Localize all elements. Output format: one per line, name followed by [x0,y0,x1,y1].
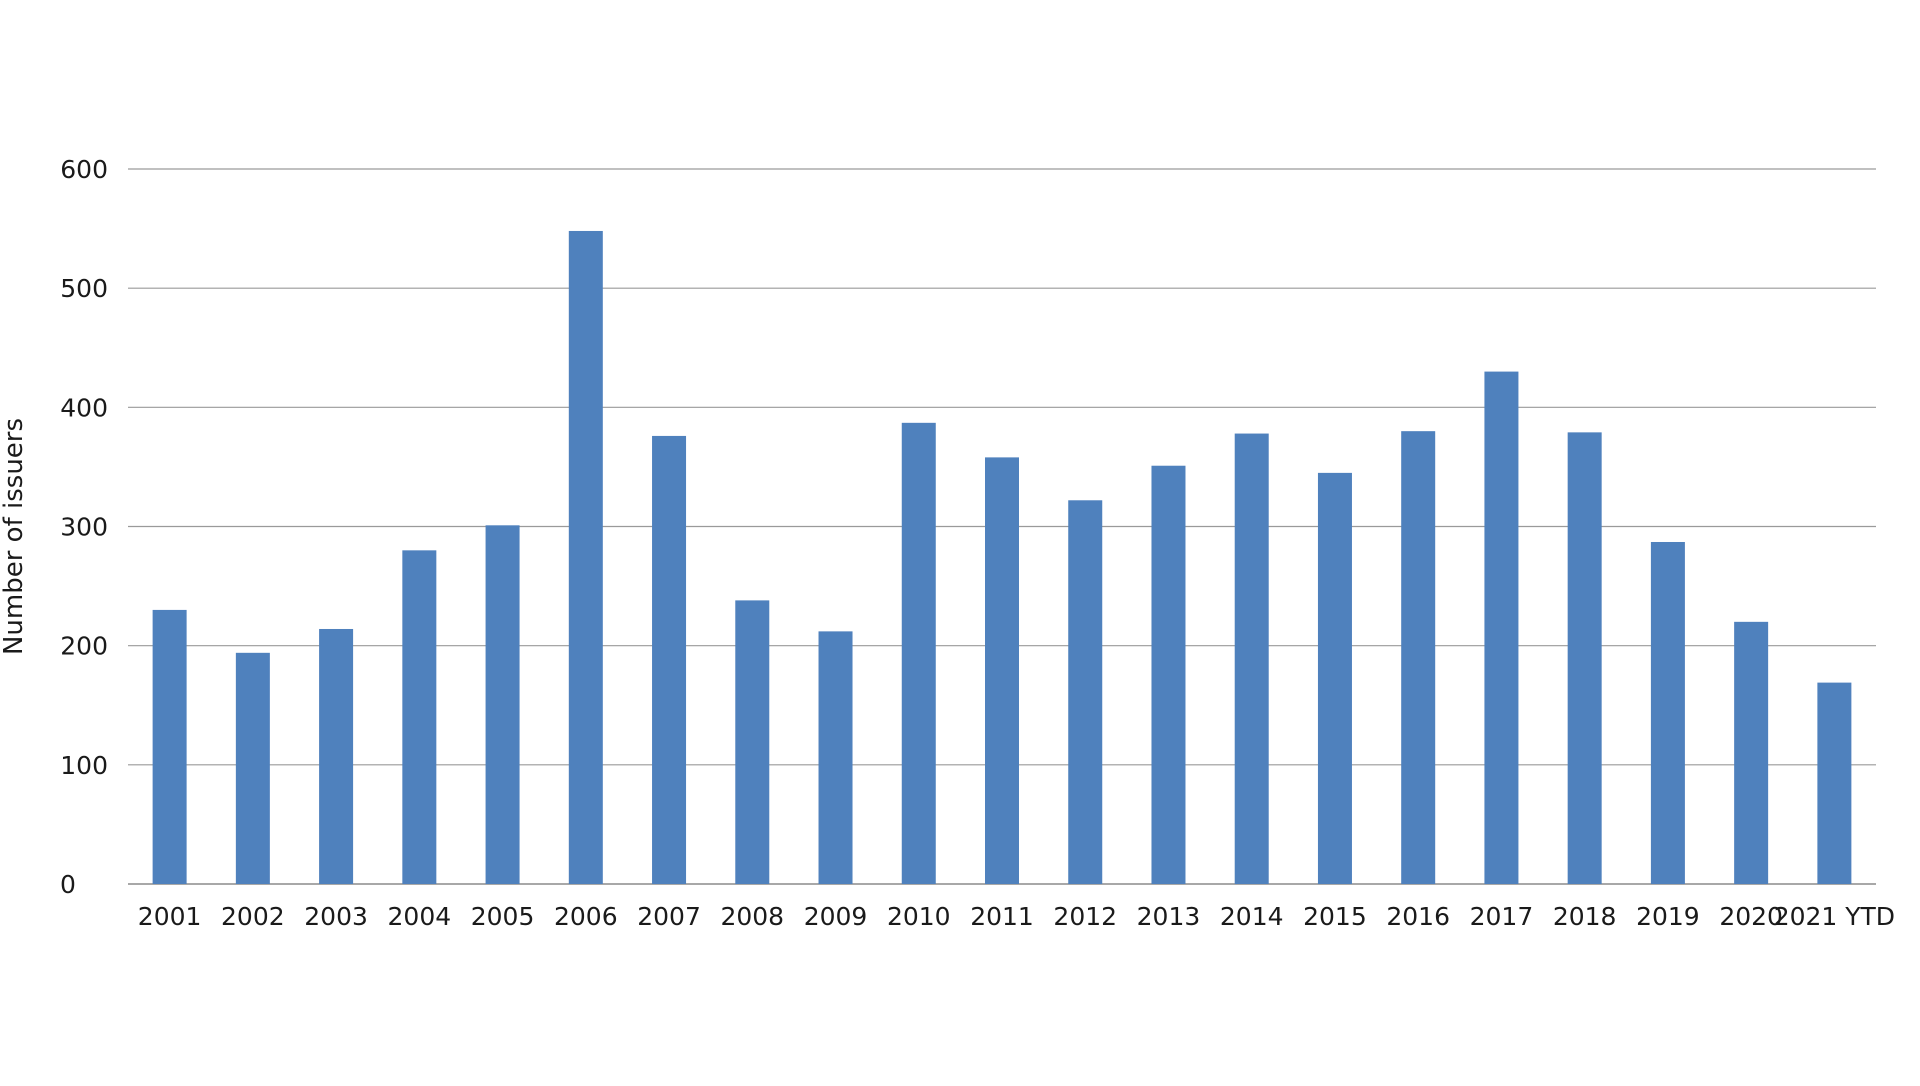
y-tick-label: 500 [60,274,108,303]
bar [901,422,936,884]
y-tick-label: 300 [60,513,108,542]
bar [1650,541,1685,884]
x-tick-label: 2006 [554,902,618,931]
bar [735,600,770,884]
x-tick-label: 2016 [1386,902,1450,931]
bar [152,609,187,884]
x-tick-label: 2017 [1470,902,1534,931]
bar [652,435,687,884]
x-tick-label: 2015 [1303,902,1367,931]
x-axis-ticks: 2001 2002 2003 2004 2005 2006 2007 2008 2009 2010… [138,902,1895,931]
bar [1151,465,1186,884]
x-tick-label: 2004 [388,902,452,931]
bar [1401,431,1436,884]
bar [402,550,437,884]
bar [485,525,520,884]
bar [568,230,603,884]
bar [319,628,354,884]
bars [152,230,1852,884]
bar [1234,433,1269,884]
x-tick-label: 2002 [221,902,285,931]
bar [985,457,1019,884]
y-axis-ticks: 0 100 200 300 400 500 600 [60,155,108,899]
y-tick-label: 0 [60,870,76,899]
x-tick-label: 2019 [1636,902,1700,931]
bar [1484,371,1519,884]
y-tick-label: 100 [60,751,108,780]
bar [1317,472,1352,884]
y-tick-label: 400 [60,393,108,422]
y-tick-label: 200 [60,632,108,661]
x-tick-label: 2007 [637,902,701,931]
x-tick-label: 2021 YTD [1774,902,1895,931]
y-tick-label: 600 [60,155,108,184]
y-axis-title: Number of issuers [0,418,29,655]
bar [1734,621,1769,884]
x-tick-label: 2009 [804,902,868,931]
x-tick-label: 2014 [1220,902,1284,931]
x-tick-label: 2008 [720,902,784,931]
x-tick-label: 2010 [887,902,951,931]
bar [1567,432,1602,884]
bar [818,631,853,884]
x-tick-label: 2020 [1719,902,1783,931]
x-tick-label: 2011 [970,902,1034,931]
bar [235,652,270,884]
bar [1817,682,1852,884]
bar [1068,500,1103,884]
x-tick-label: 2003 [304,902,368,931]
x-tick-label: 2013 [1137,902,1201,931]
x-tick-label: 2018 [1553,902,1617,931]
x-tick-label: 2001 [138,902,202,931]
x-tick-label: 2012 [1053,902,1117,931]
x-tick-label: 2005 [471,902,535,931]
